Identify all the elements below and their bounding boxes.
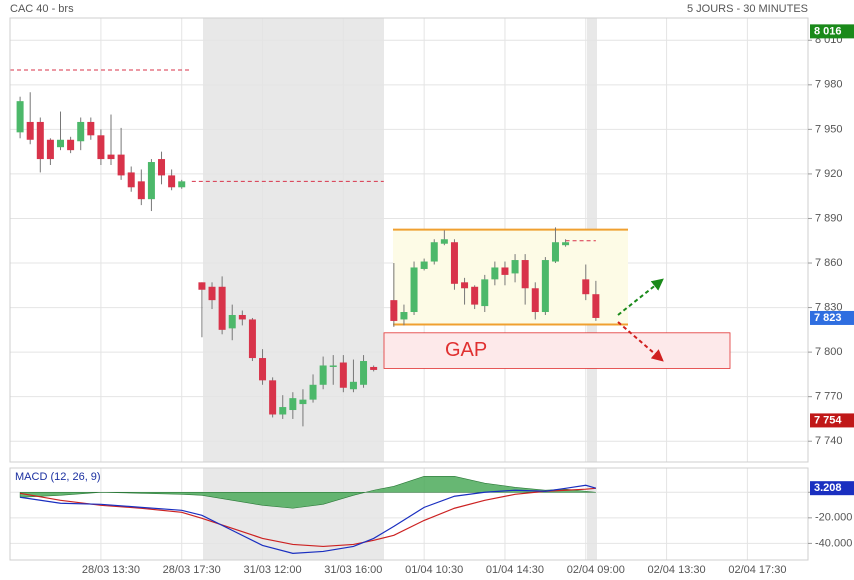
price-badge-label: 7 823 bbox=[814, 312, 842, 324]
candle-body bbox=[562, 242, 570, 246]
x-tick-label: 31/03 12:00 bbox=[243, 564, 301, 576]
candle-body bbox=[77, 121, 85, 142]
candle-body bbox=[511, 260, 519, 274]
y-tick-label: 7 740 bbox=[815, 435, 843, 447]
candle-body bbox=[481, 279, 489, 307]
candle-body bbox=[228, 314, 236, 329]
y-tick-label: 7 980 bbox=[815, 79, 843, 91]
candle-body bbox=[198, 282, 206, 290]
x-tick-label: 02/04 17:30 bbox=[728, 564, 786, 576]
candle-body bbox=[309, 384, 317, 400]
candle-body bbox=[471, 286, 479, 305]
y-tick-label: 7 830 bbox=[815, 301, 843, 313]
candle-body bbox=[259, 358, 267, 381]
x-tick-label: 31/03 16:00 bbox=[324, 564, 382, 576]
candle-body bbox=[279, 407, 287, 415]
price-badge-label: 8 016 bbox=[814, 25, 842, 37]
price-badge bbox=[810, 481, 854, 496]
x-tick-label: 28/03 13:30 bbox=[82, 564, 140, 576]
candle-body bbox=[36, 121, 44, 160]
candle-body bbox=[390, 300, 398, 321]
candle-body bbox=[501, 267, 509, 275]
candle-body bbox=[238, 314, 246, 320]
chart-title: CAC 40 - brs bbox=[10, 3, 74, 15]
gap-label: GAP bbox=[445, 339, 487, 361]
candle-body bbox=[289, 398, 297, 411]
price-badge bbox=[810, 24, 854, 39]
candle-body bbox=[592, 294, 600, 318]
candle-body bbox=[137, 181, 145, 200]
candle-body bbox=[147, 162, 155, 200]
candle-body bbox=[461, 282, 469, 289]
candle-body bbox=[117, 154, 125, 176]
x-tick-label: 01/04 10:30 bbox=[405, 564, 463, 576]
candle-body bbox=[168, 175, 176, 188]
macd-title: MACD (12, 26, 9) bbox=[15, 471, 101, 483]
y-tick-label: 7 950 bbox=[815, 123, 843, 135]
candle-body bbox=[370, 366, 378, 370]
x-tick-label: 02/04 13:30 bbox=[648, 564, 706, 576]
candle-body bbox=[127, 172, 135, 188]
y-tick-label: 7 890 bbox=[815, 212, 843, 224]
up-arrow bbox=[617, 278, 664, 316]
price-frame bbox=[9, 17, 809, 463]
y-tick-label: 7 770 bbox=[815, 391, 843, 403]
candle-body bbox=[420, 261, 428, 269]
candle-body bbox=[158, 159, 166, 176]
candle-body bbox=[299, 399, 307, 405]
candle-body bbox=[531, 288, 539, 313]
candle-body bbox=[349, 381, 357, 390]
down-arrow bbox=[617, 321, 664, 362]
macd-frame bbox=[9, 467, 809, 561]
y-tick-label: 7 920 bbox=[815, 168, 843, 180]
candle-body bbox=[178, 181, 186, 188]
candle-body bbox=[450, 242, 458, 284]
candle-body bbox=[541, 260, 549, 313]
candle-body bbox=[46, 139, 54, 160]
chart-subtitle: 5 JOURS - 30 MINUTES bbox=[687, 3, 808, 15]
candle-body bbox=[329, 365, 337, 367]
candle-body bbox=[339, 362, 347, 388]
candle-body bbox=[218, 286, 226, 330]
candle-body bbox=[521, 260, 529, 289]
candle-body bbox=[400, 312, 408, 320]
candle-body bbox=[67, 139, 75, 151]
y-tick-label: 7 800 bbox=[815, 346, 843, 358]
x-tick-label: 01/04 14:30 bbox=[486, 564, 544, 576]
y-tick-label: -20.000 bbox=[815, 512, 852, 524]
y-tick-label: 7 860 bbox=[815, 257, 843, 269]
price-badge-label: 7 754 bbox=[814, 414, 842, 426]
gap-box bbox=[383, 332, 731, 369]
candle-body bbox=[87, 121, 95, 136]
candle-body bbox=[440, 239, 448, 244]
candle-body bbox=[208, 286, 216, 301]
price-badge bbox=[810, 413, 854, 428]
candle-body bbox=[57, 139, 65, 148]
candle-body bbox=[360, 361, 368, 385]
candle-body bbox=[26, 121, 34, 140]
macd-line bbox=[20, 484, 597, 554]
candle-body bbox=[491, 267, 499, 280]
x-tick-label: 28/03 17:30 bbox=[163, 564, 221, 576]
signal-line bbox=[19, 487, 596, 548]
candle-body bbox=[410, 267, 418, 313]
candle-body bbox=[248, 319, 256, 359]
candle-body bbox=[107, 154, 115, 160]
candle-body bbox=[582, 279, 590, 295]
candle-body bbox=[97, 135, 105, 160]
x-tick-label: 02/04 09:00 bbox=[567, 564, 625, 576]
candle-body bbox=[16, 101, 24, 133]
candle-body bbox=[319, 365, 327, 385]
price-badge-label: 3.208 bbox=[814, 482, 842, 494]
candle-body bbox=[551, 242, 559, 262]
candle-body bbox=[430, 242, 438, 262]
price-badge bbox=[810, 310, 854, 325]
y-tick-label: -40.000 bbox=[815, 537, 852, 549]
candle-body bbox=[269, 380, 277, 415]
